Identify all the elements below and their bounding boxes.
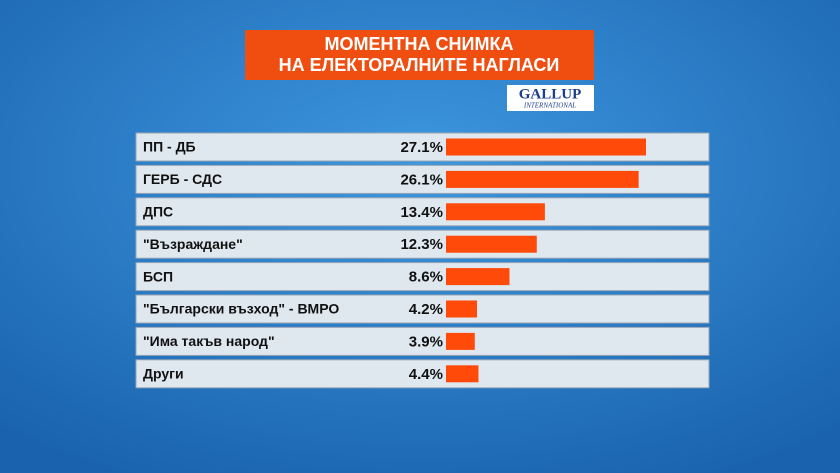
bar xyxy=(446,138,646,156)
bar xyxy=(446,300,477,318)
row-background xyxy=(135,197,710,227)
title-box xyxy=(245,30,594,80)
row-background xyxy=(135,326,710,356)
category-label: "Български възход" - ВМРО xyxy=(143,301,339,317)
category-label: Други xyxy=(143,366,184,382)
category-label: "Има такъв народ" xyxy=(143,333,275,349)
value-label: 4.4% xyxy=(409,366,443,383)
bar xyxy=(446,365,479,383)
logo-sub: INTERNATIONAL xyxy=(523,102,576,110)
value-label: 8.6% xyxy=(409,269,443,286)
row-background xyxy=(135,229,710,259)
bar xyxy=(446,235,537,253)
value-label: 26.1% xyxy=(400,171,443,188)
value-label: 4.2% xyxy=(409,301,443,318)
row-background xyxy=(135,262,710,292)
bar xyxy=(446,203,545,221)
value-label: 12.3% xyxy=(400,236,443,253)
value-label: 3.9% xyxy=(409,333,443,350)
row-background xyxy=(135,359,710,389)
bar xyxy=(446,268,510,286)
logo: GALLUP xyxy=(519,86,582,102)
value-label: 13.4% xyxy=(400,204,443,221)
category-label: ПП - ДБ xyxy=(143,139,196,155)
row-background xyxy=(135,294,710,324)
category-label: ДПС xyxy=(143,204,173,220)
logo-box xyxy=(507,85,594,111)
value-label: 27.1% xyxy=(400,139,443,156)
category-label: "Възраждане" xyxy=(143,236,243,252)
category-label: ГЕРБ - СДС xyxy=(143,171,222,187)
chart-title: НА ЕЛЕКТОРАЛНИТЕ НАГЛАСИ xyxy=(279,55,560,75)
category-label: БСП xyxy=(143,268,173,284)
chart-title: МОМЕНТНА СНИМКА xyxy=(325,34,514,54)
bar xyxy=(446,332,475,350)
bar xyxy=(446,170,639,188)
